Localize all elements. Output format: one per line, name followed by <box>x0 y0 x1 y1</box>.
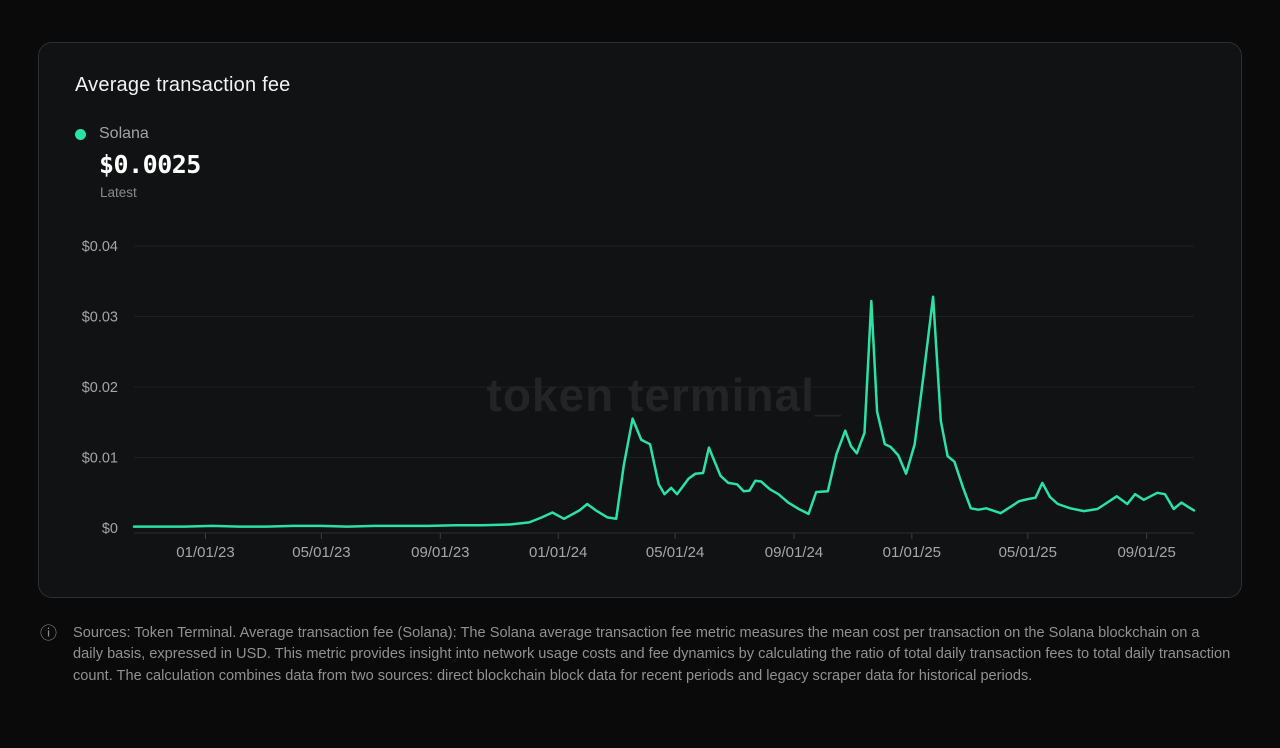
x-axis-label: 05/01/23 <box>292 544 350 561</box>
page-title: Average transaction fee <box>75 74 291 96</box>
x-axis-label: 09/01/25 <box>1117 544 1175 561</box>
series-line-solana[interactable] <box>132 295 1196 528</box>
series-label: Solana <box>99 125 149 142</box>
chart-card: $0 $0.01 $0.02 $0.03 $0.04 token terminal_ 01/… <box>38 42 1242 598</box>
watermark: token terminal_ <box>487 369 842 421</box>
x-axis-label: 09/01/23 <box>411 544 469 561</box>
latest-value: $0.0025 <box>99 150 201 179</box>
chart-legend: Solana $0.0025 Latest <box>75 125 201 200</box>
x-axis-label: 05/01/25 <box>999 544 1057 561</box>
x-axis-label: 09/01/24 <box>765 544 823 561</box>
y-axis-label: $0.03 <box>82 309 118 325</box>
sources-text: Sources: Token Terminal. Average transac… <box>73 625 1231 684</box>
x-axis-label: 01/01/23 <box>176 544 234 561</box>
series-dot-icon <box>75 128 86 140</box>
x-axis-label: 01/01/25 <box>883 544 941 561</box>
legend-item-solana[interactable]: Solana <box>75 125 201 143</box>
fee-chart[interactable]: $0 $0.01 $0.02 $0.03 $0.04 token terminal_ 01/… <box>39 43 1243 599</box>
x-axis-label: 05/01/24 <box>646 544 704 561</box>
latest-caption: Latest <box>100 185 137 200</box>
y-axis-label: $0.02 <box>82 380 118 396</box>
sources-footer: ⓘ Sources: Token Terminal. Average trans… <box>40 623 1240 687</box>
y-axis-label: $0 <box>102 521 118 537</box>
y-axis-label: $0.04 <box>82 239 118 255</box>
x-axis-label: 01/01/24 <box>529 544 587 561</box>
y-axis-label: $0.01 <box>82 450 118 466</box>
info-icon: ⓘ <box>40 624 57 643</box>
